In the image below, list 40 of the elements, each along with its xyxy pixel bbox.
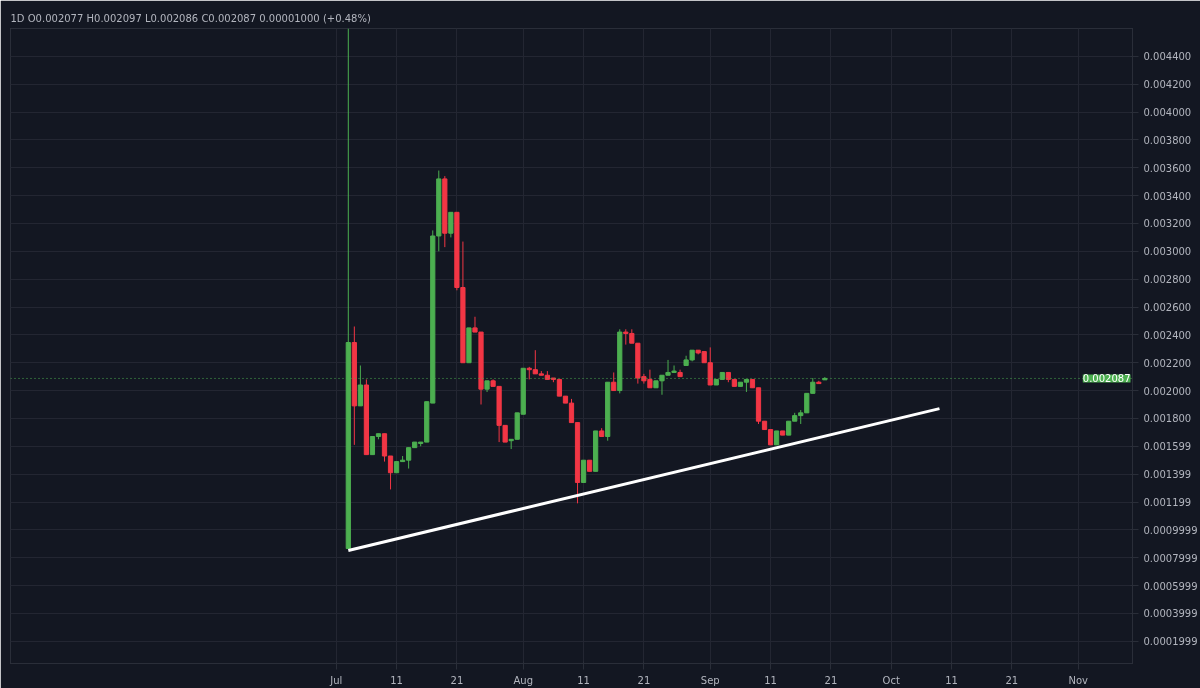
y-tick-label: 0.004000 bbox=[1143, 107, 1192, 119]
y-tick-label: 0.002000 bbox=[1143, 385, 1192, 397]
candlestick bbox=[611, 371, 617, 392]
y-tick-label: 0.003600 bbox=[1143, 162, 1192, 174]
x-tick-label: 11 bbox=[764, 674, 777, 686]
x-tick-label: Nov bbox=[1068, 674, 1089, 686]
y-tick-label: 0.0005999 bbox=[1143, 580, 1198, 592]
x-tick-label: 21 bbox=[824, 674, 838, 686]
y-tick-label: 0.004200 bbox=[1143, 79, 1192, 91]
y-tick-label: 0.003400 bbox=[1143, 190, 1192, 202]
y-tick-label: 0.002200 bbox=[1143, 357, 1192, 369]
x-tick-label: Jul bbox=[329, 674, 343, 686]
x-tick-label: 11 bbox=[390, 674, 403, 686]
y-tick-label: 0.001199 bbox=[1143, 497, 1192, 509]
y-tick-label: 0.004400 bbox=[1143, 51, 1192, 63]
candlestick bbox=[580, 459, 587, 483]
x-tick-label: 11 bbox=[577, 674, 590, 686]
y-tick-label: 0.001800 bbox=[1143, 413, 1192, 425]
x-tick-label: 21 bbox=[1005, 674, 1019, 686]
x-tick-label: Aug bbox=[513, 674, 534, 686]
x-tick-label: Sep bbox=[700, 674, 720, 686]
y-tick-label: 0.003000 bbox=[1143, 246, 1192, 258]
y-tick-label: 0.0009999 bbox=[1143, 524, 1198, 536]
x-tick-label: Oct bbox=[882, 674, 900, 686]
ref-line-label: 0.002087 bbox=[1082, 373, 1131, 385]
x-tick-label: 21 bbox=[637, 674, 651, 686]
chart-title: 1D O0.002077 H0.002097 L0.002086 C0.002087 0.00001000 (+0.48%) bbox=[10, 12, 371, 24]
y-tick-label: 0.0003999 bbox=[1143, 608, 1198, 620]
y-tick-label: 0.002600 bbox=[1143, 302, 1192, 314]
candlestick bbox=[448, 211, 454, 238]
y-tick-label: 0.0001999 bbox=[1143, 636, 1198, 648]
y-tick-label: 0.003800 bbox=[1143, 134, 1192, 146]
x-tick-label: 11 bbox=[945, 674, 958, 686]
y-tick-label: 0.002800 bbox=[1143, 274, 1192, 286]
y-tick-label: 0.003200 bbox=[1143, 218, 1192, 230]
y-tick-label: 0.002400 bbox=[1143, 329, 1192, 341]
y-tick-label: 0.001399 bbox=[1143, 469, 1192, 481]
y-tick-label: 0.0007999 bbox=[1143, 552, 1198, 564]
x-tick-label: 21 bbox=[450, 674, 464, 686]
y-tick-label: 0.001599 bbox=[1143, 441, 1192, 453]
